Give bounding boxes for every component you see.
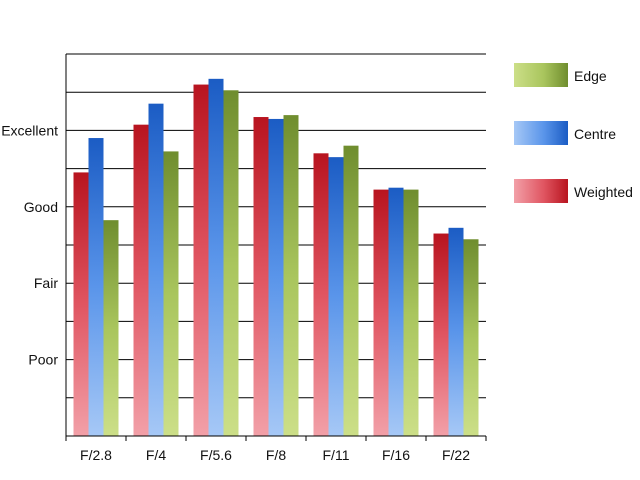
bar-edge-f-8 bbox=[283, 115, 299, 437]
bar-centre-f-22 bbox=[448, 227, 464, 436]
y-tick-label-excellent: Excellent bbox=[1, 122, 58, 138]
x-tick-label-f-16: F/16 bbox=[382, 447, 410, 463]
bar-centre-f-5-6 bbox=[208, 78, 224, 436]
bar-centre-f-2-8 bbox=[88, 138, 104, 437]
bars bbox=[73, 78, 479, 437]
axes bbox=[65, 54, 487, 441]
legend-label-edge: Edge bbox=[574, 68, 607, 84]
bar-edge-f-2-8 bbox=[103, 220, 119, 436]
legend-swatch-edge bbox=[514, 63, 568, 87]
bar-centre-f-4 bbox=[148, 103, 164, 436]
y-tick-label-fair: Fair bbox=[34, 275, 58, 291]
bar-edge-f-4 bbox=[163, 151, 179, 436]
y-tick-labels: Poor Fair Good Excellent bbox=[1, 122, 58, 367]
legend: Edge Centre Weighted bbox=[514, 63, 633, 203]
x-tick-label-f-11: F/11 bbox=[323, 447, 350, 463]
x-tick-label-f-5-6: F/5.6 bbox=[200, 447, 232, 463]
bar-centre-f-11 bbox=[328, 157, 344, 436]
bar-centre-f-16 bbox=[388, 187, 404, 436]
bar-weighted-f-11 bbox=[313, 153, 329, 436]
bar-centre-f-8 bbox=[268, 118, 284, 436]
x-tick-label-f-22: F/22 bbox=[442, 447, 470, 463]
bar-weighted-f-8 bbox=[253, 117, 269, 436]
bar-weighted-f-2-8 bbox=[73, 172, 89, 437]
x-tick-label-f-8: F/8 bbox=[266, 447, 286, 463]
bar-weighted-f-4 bbox=[133, 124, 149, 437]
legend-swatch-centre bbox=[514, 121, 568, 145]
bar-weighted-f-5-6 bbox=[193, 84, 209, 436]
bar-edge-f-16 bbox=[403, 189, 419, 436]
x-tick-label-f-2-8: F/2.8 bbox=[80, 447, 112, 463]
x-tick-label-f-4: F/4 bbox=[146, 447, 166, 463]
y-tick-label-poor: Poor bbox=[28, 352, 58, 368]
bar-edge-f-11 bbox=[343, 145, 359, 436]
bar-weighted-f-22 bbox=[433, 233, 449, 436]
y-tick-label-good: Good bbox=[24, 199, 58, 215]
bar-edge-f-22 bbox=[463, 239, 479, 436]
x-tick-labels: F/2.8 F/4 F/5.6 F/8 F/11 F/16 F/22 bbox=[80, 447, 470, 463]
bar-edge-f-5-6 bbox=[223, 90, 239, 436]
legend-swatch-weighted bbox=[514, 179, 568, 203]
legend-label-weighted: Weighted bbox=[574, 184, 633, 200]
legend-label-centre: Centre bbox=[574, 126, 616, 142]
bar-weighted-f-16 bbox=[373, 189, 389, 436]
